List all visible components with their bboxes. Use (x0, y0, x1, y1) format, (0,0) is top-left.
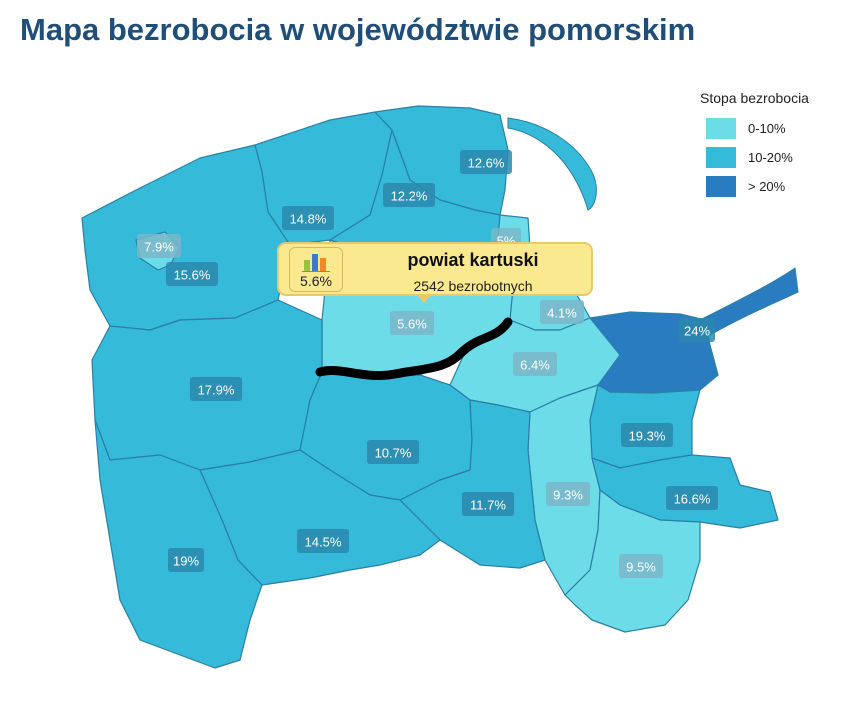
region-value-label: 17.9% (198, 383, 235, 398)
tooltip-percent: 5.6% (300, 273, 332, 289)
region-label-bg (383, 183, 435, 207)
region-label-bg (619, 554, 663, 578)
region-value-label: 6.4% (520, 358, 550, 373)
region-label-bg (168, 548, 204, 572)
legend-label: > 20% (748, 179, 786, 194)
tooltip-region-name: powiat kartuski (407, 250, 539, 270)
region-r18[interactable] (94, 419, 263, 669)
region-value-label: 9.3% (553, 488, 583, 503)
hel-peninsula (507, 117, 597, 211)
region-label-bg (679, 318, 715, 342)
region-label-bg (137, 234, 181, 258)
region-label-bg (390, 311, 434, 335)
region-label-bg (297, 529, 349, 553)
legend-item-high[interactable]: > 20% (700, 172, 850, 201)
region-label-bg (540, 300, 584, 324)
region-value-label: 19.3% (629, 429, 666, 444)
region-label-bg (367, 440, 419, 464)
region-label-bg (166, 262, 218, 286)
legend-title: Stopa bezrobocia (700, 90, 809, 106)
region-label-bg (190, 377, 242, 401)
legend-swatch (706, 118, 736, 139)
region-label-bg (621, 423, 673, 447)
region-value-label: 11.7% (470, 498, 506, 513)
region-label-bg (282, 206, 334, 230)
region-value-label: 12.2% (391, 189, 428, 204)
region-value-label: 7.9% (144, 240, 174, 255)
legend-item-low[interactable]: 0-10% (700, 114, 850, 143)
vistula-spit (699, 267, 799, 339)
region-label-bg (460, 150, 512, 174)
region-value-label: 15.6% (174, 268, 211, 283)
region-value-label: 14.8% (290, 212, 327, 227)
region-label-bg (546, 482, 590, 506)
legend-item-mid[interactable]: 10-20% (700, 143, 850, 172)
region-value-label: 16.6% (674, 492, 711, 507)
region-value-label: 4.1% (547, 306, 577, 321)
region-tooltip: 5.6% powiat kartuski 2542 bezrobotnych (277, 242, 593, 303)
legend-label: 0-10% (748, 121, 786, 136)
region-label-bg (462, 492, 514, 516)
region-value-label: 9.5% (626, 560, 656, 575)
region-label-bg (666, 486, 718, 510)
legend-swatch (706, 147, 736, 168)
region-value-label: 10.7% (375, 446, 412, 461)
tooltip-arrow (416, 294, 432, 303)
region-value-label: 5.6% (397, 317, 427, 332)
page-title: Mapa bezrobocia w województwie pomorskim (20, 12, 696, 47)
region-value-label: 24% (684, 324, 710, 339)
region-label-bg (513, 352, 557, 376)
tooltip-icon-box: 5.6% (289, 247, 343, 292)
region-value-label: 14.5% (305, 535, 342, 550)
region-r5[interactable] (81, 144, 291, 331)
legend: Stopa bezrobocia 0-10% 10-20% > 20% (700, 90, 850, 201)
region-value-label: 12.6% (468, 156, 505, 171)
selected-region-outline (315, 317, 513, 380)
tooltip-count: 2542 bezrobotnych (413, 278, 533, 294)
bar-chart-icon (302, 254, 330, 272)
legend-label: 10-20% (748, 150, 793, 165)
region-value-label: 19% (173, 554, 199, 569)
legend-swatch (706, 176, 736, 197)
region-r15[interactable] (399, 399, 546, 569)
